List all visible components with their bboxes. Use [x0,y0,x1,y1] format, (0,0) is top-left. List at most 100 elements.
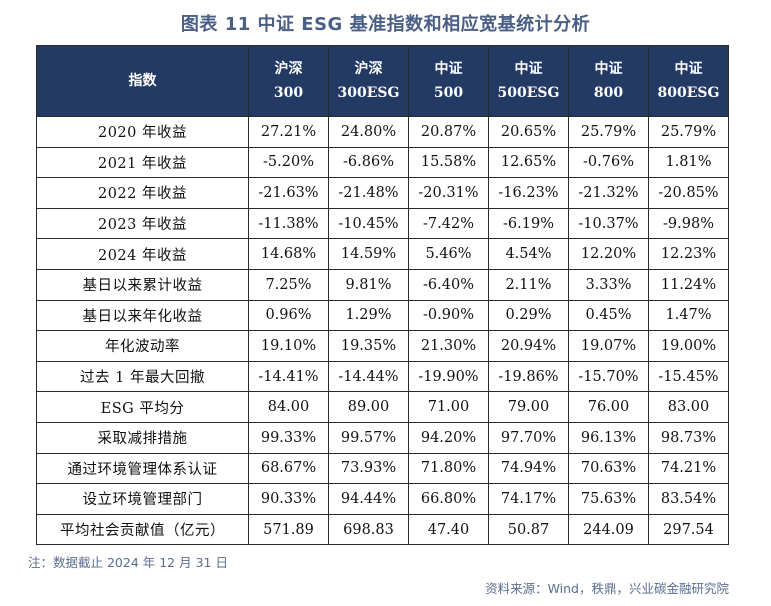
table-cell: -7.42% [408,207,489,240]
table-cell: 74.21% [648,452,729,485]
table-cell: -14.41% [248,360,329,393]
table-cell: 9.81% [328,268,409,301]
table-row: 通过环境管理体系认证 68.67% 73.93% 71.80% 74.94% 70.63%… [36,452,729,485]
table-cell: 89.00 [328,391,409,423]
table-cell: 98.73% [648,421,729,454]
header-col-line1: 中证 [514,61,543,77]
table-cell: -6.40% [408,268,489,301]
table-cell: 5.46% [408,238,489,270]
table-row: 2024 年收益 14.68% 14.59% 5.46% 4.54% 12.20% 12.2… [36,238,729,270]
row-label: 2023 年收益 [36,207,249,240]
table-cell: -21.48% [328,177,409,209]
table-cell: 20.65% [488,116,569,148]
row-label: 平均社会贡献值（亿元） [36,513,249,546]
table-row: 基日以来年化收益 0.96% 1.29% -0.90% 0.29% 0.45% 1.47% [36,299,729,332]
table-body: 2020 年收益 27.21% 24.80% 20.87% 20.65% 25.79% 25… [36,116,729,546]
table-cell: -0.90% [408,299,489,332]
table-cell: 71.80% [408,452,489,485]
table-row: 2020 年收益 27.21% 24.80% 20.87% 20.65% 25.79% 25… [36,116,729,148]
header-col-line2: 800ESG [657,85,720,101]
header-col-zz800esg: 中证 800ESG [648,45,729,117]
row-label: 2020 年收益 [36,116,249,148]
source-note: 资料来源：Wind，秩鼎，兴业碳金融研究院 [485,581,729,596]
table-cell: 25.79% [648,116,729,148]
table-cell: 4.54% [488,238,569,270]
table-cell: -15.45% [648,360,729,393]
table-cell: -10.37% [568,207,649,240]
table-cell: 14.59% [328,238,409,270]
header-col-line1: 沪深 [274,61,303,77]
table-cell: -14.44% [328,360,409,393]
table-cell: 24.80% [328,116,409,148]
table-cell: 698.83 [328,513,409,546]
table-row: 2021 年收益 -5.20% -6.86% 15.58% 12.65% -0.76% 1.… [36,146,729,179]
footnote: 注：数据截止 2024 年 12 月 31 日 [28,555,228,570]
table-cell: 94.20% [408,421,489,454]
table-cell: 74.94% [488,452,569,485]
table-cell: 7.25% [248,268,329,301]
table-cell: 96.13% [568,421,649,454]
table-row: 采取减排措施 99.33% 99.57% 94.20% 97.70% 96.13% 98.7… [36,421,729,454]
table-cell: 66.80% [408,483,489,515]
header-col-line2: 300ESG [337,85,400,101]
table-cell: -20.85% [648,177,729,209]
row-label: 采取减排措施 [36,421,249,454]
header-col-line2: 800 [593,85,624,101]
table-cell: 47.40 [408,513,489,546]
header-col-hs300esg: 沪深 300ESG [328,45,409,117]
table-cell: 297.54 [648,513,729,546]
table-cell: -0.76% [568,146,649,179]
table-cell: 94.44% [328,483,409,515]
table-row: 设立环境管理部门 90.33% 94.44% 66.80% 74.17% 75.63% 83… [36,483,729,515]
header-col-line1: 沪深 [354,61,383,77]
table-cell: 12.23% [648,238,729,270]
table-cell: 1.47% [648,299,729,332]
table-row: 基日以来累计收益 7.25% 9.81% -6.40% 2.11% 3.33% 11.24% [36,268,729,301]
table-cell: 0.29% [488,299,569,332]
table-cell: 19.00% [648,330,729,362]
table-cell: 76.00 [568,391,649,423]
table-cell: 11.24% [648,268,729,301]
header-col-zz500esg: 中证 500ESG [488,45,569,117]
table-cell: 79.00 [488,391,569,423]
table-cell: -9.98% [648,207,729,240]
table-cell: 0.96% [248,299,329,332]
table-cell: 73.93% [328,452,409,485]
header-col-zz500: 中证 500 [408,45,489,117]
table-cell: 75.63% [568,483,649,515]
table-cell: -20.31% [408,177,489,209]
row-label: 基日以来年化收益 [36,299,249,332]
row-label: 过去 1 年最大回撤 [36,360,249,393]
row-label: 年化波动率 [36,330,249,362]
table-cell: 1.29% [328,299,409,332]
table-cell: -16.23% [488,177,569,209]
table-row: 年化波动率 19.10% 19.35% 21.30% 20.94% 19.07% 19.00… [36,330,729,362]
table-cell: 19.35% [328,330,409,362]
row-label: 2022 年收益 [36,177,249,209]
table-cell: 12.65% [488,146,569,179]
header-col-hs300: 沪深 300 [248,45,329,117]
table-cell: -21.63% [248,177,329,209]
table-cell: 571.89 [248,513,329,546]
table-cell: -10.45% [328,207,409,240]
header-col-line2: 300 [273,85,304,101]
table-cell: 21.30% [408,330,489,362]
table-cell: 84.00 [248,391,329,423]
row-label: 设立环境管理部门 [36,483,249,515]
row-label: 基日以来累计收益 [36,268,249,301]
table-cell: 2.11% [488,268,569,301]
table-cell: 19.07% [568,330,649,362]
table-cell: 74.17% [488,483,569,515]
table-cell: -11.38% [248,207,329,240]
statistics-table: 指数 沪深 300 沪深 300ESG 中证 500 中证 500ESG 中证 800 中… [36,45,729,546]
table-cell: -21.32% [568,177,649,209]
table-cell: 0.45% [568,299,649,332]
header-col-line1: 中证 [594,61,623,77]
table-cell: 70.63% [568,452,649,485]
table-cell: 99.57% [328,421,409,454]
table-cell: 83.54% [648,483,729,515]
table-row: 2023 年收益 -11.38% -10.45% -7.42% -6.19% -10.37… [36,207,729,240]
table-cell: 99.33% [248,421,329,454]
row-label: 通过环境管理体系认证 [36,452,249,485]
table-cell: -6.86% [328,146,409,179]
